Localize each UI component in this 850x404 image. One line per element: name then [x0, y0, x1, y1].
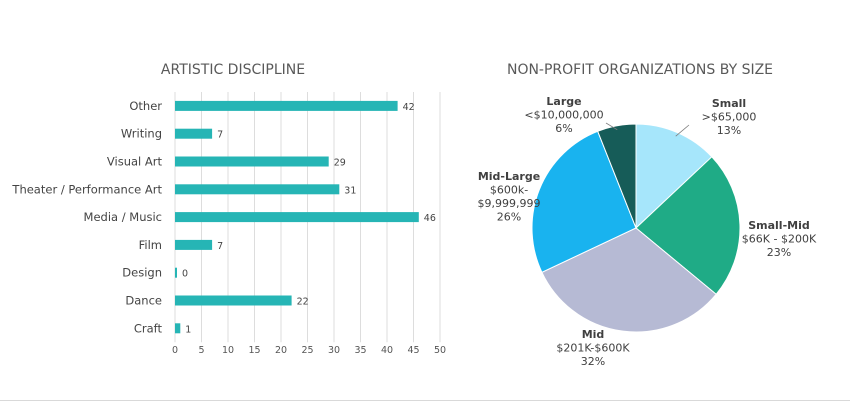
slice-name-label: Large: [546, 95, 581, 108]
category-label: Dance: [125, 294, 162, 308]
slice-percent-label: 13%: [717, 124, 741, 137]
slice-range-label: <$10,000,000: [524, 109, 603, 122]
x-tick-label: 5: [198, 345, 204, 356]
slice-percent-label: 26%: [497, 211, 521, 224]
pie-slice: [597, 123, 637, 229]
data-label: 22: [297, 297, 309, 308]
data-label: 0: [182, 269, 188, 280]
bar: [175, 239, 213, 250]
data-label: 42: [403, 102, 415, 113]
category-label: Writing: [121, 127, 162, 141]
slice-name-label: Mid: [582, 328, 605, 341]
x-tick-label: 20: [275, 345, 287, 356]
bar: [175, 184, 340, 195]
leader-line: [605, 122, 618, 131]
x-tick-label: 0: [172, 345, 178, 356]
bar: [175, 212, 419, 223]
pie-slice: [531, 130, 637, 273]
pie-chart: NON-PROFIT ORGANIZATIONS BY SIZE Small>$…: [478, 62, 817, 368]
bar: [175, 267, 177, 278]
bottom-divider: [0, 400, 850, 401]
bar-chart-title: ARTISTIC DISCIPLINE: [161, 62, 305, 78]
data-label: 7: [217, 130, 223, 141]
x-tick-label: 50: [434, 345, 446, 356]
category-label: Film: [139, 238, 162, 252]
bar: [175, 100, 398, 111]
bar: [175, 128, 213, 139]
category-label: Craft: [134, 321, 163, 335]
slice-percent-label: 32%: [581, 355, 605, 368]
bar: [175, 156, 329, 167]
slice-range-label: $9,999,999: [478, 197, 541, 210]
leader-line: [675, 124, 690, 137]
slice-range-label: $66K - $200K: [742, 233, 817, 246]
data-label: 31: [344, 185, 356, 196]
slice-range-label: $600k-: [490, 184, 528, 197]
slice-name-label: Mid-Large: [478, 170, 540, 183]
slice-name-label: Small-Mid: [748, 219, 810, 232]
x-tick-label: 15: [248, 345, 260, 356]
data-label: 46: [424, 213, 436, 224]
category-label: Media / Music: [84, 210, 162, 224]
category-label: Other: [129, 99, 162, 113]
x-tick-label: 35: [354, 345, 366, 356]
category-label: Theater / Performance Art: [11, 182, 162, 196]
pie-slice: [635, 156, 741, 295]
slice-name-label: Small: [712, 97, 746, 110]
bar: [175, 295, 292, 306]
pie-chart-title: NON-PROFIT ORGANIZATIONS BY SIZE: [507, 62, 773, 78]
x-tick-label: 10: [222, 345, 234, 356]
category-label: Visual Art: [107, 155, 163, 169]
x-tick-label: 40: [381, 345, 393, 356]
slice-range-label: >$65,000: [702, 111, 757, 124]
bar-chart: ARTISTIC DISCIPLINE Other Writing Visual A…: [11, 62, 446, 356]
slice-percent-label: 23%: [767, 246, 791, 259]
x-tick-label: 30: [328, 345, 340, 356]
pie-slice: [541, 227, 717, 333]
pie-slice: [635, 123, 713, 230]
category-label: Design: [122, 266, 162, 280]
slice-range-label: $201K-$600K: [556, 342, 630, 355]
data-label: 1: [185, 324, 191, 335]
bar: [175, 323, 181, 334]
x-tick-label: 45: [407, 345, 419, 356]
slice-percent-label: 6%: [555, 122, 572, 135]
x-tick-label: 25: [301, 345, 313, 356]
data-label: 29: [334, 158, 346, 169]
data-label: 7: [217, 241, 223, 252]
